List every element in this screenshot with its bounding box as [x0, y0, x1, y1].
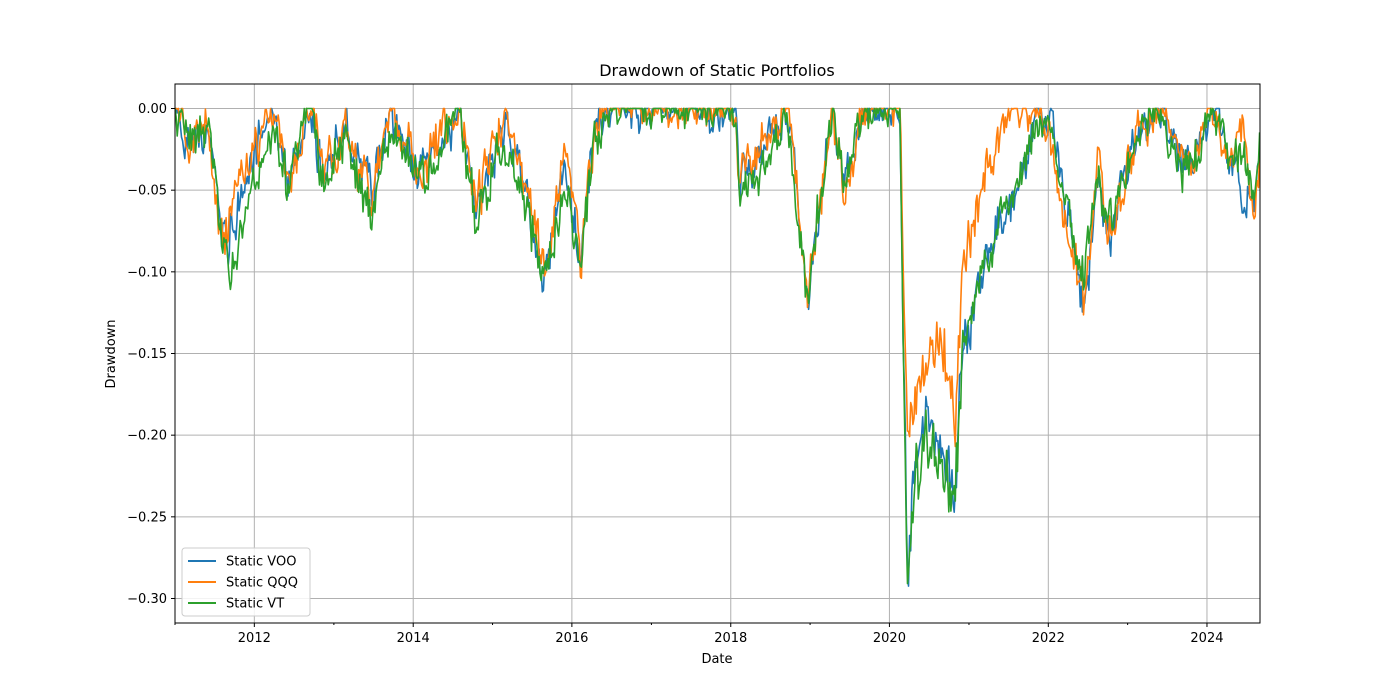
y-axis-ticks: 0.00 −0.05 −0.10 −0.15 −0.20 −0.25 −0.30 — [127, 102, 175, 607]
x-tick-label: 2018 — [714, 631, 747, 646]
series-line-static-qqq — [175, 107, 1260, 448]
y-tick-label: −0.20 — [127, 429, 167, 444]
y-axis-label: Drawdown — [104, 319, 119, 388]
y-tick-label: −0.10 — [127, 265, 167, 280]
x-axis-ticks: 2012 2014 2016 2018 2020 2022 2024 — [174, 623, 1224, 646]
y-tick-label: −0.30 — [127, 592, 167, 607]
y-tick-label: −0.15 — [127, 347, 167, 362]
x-tick-label: 2022 — [1032, 631, 1065, 646]
legend-label: Static VT — [226, 597, 284, 612]
y-tick-label: 0.00 — [138, 102, 167, 117]
series-lines — [175, 107, 1260, 587]
x-tick-label: 2024 — [1190, 631, 1223, 646]
legend-items: Static VOO Static QQQ Static VT — [188, 555, 298, 612]
series-line-static-vt — [175, 107, 1260, 585]
y-tick-label: −0.25 — [127, 510, 167, 525]
x-tick-label: 2020 — [873, 631, 906, 646]
legend: Static VOO Static QQQ Static VT — [181, 547, 311, 617]
y-tick-label: −0.05 — [127, 184, 167, 199]
legend-label: Static QQQ — [226, 576, 298, 591]
legend-label: Static VOO — [226, 555, 296, 570]
plot-area — [175, 107, 1260, 587]
legend-box — [181, 547, 311, 617]
x-tick-label: 2014 — [397, 631, 430, 646]
chart-title: Drawdown of Static Portfolios — [599, 61, 835, 80]
x-axis-label: Date — [701, 652, 732, 667]
x-tick-label: 2016 — [555, 631, 588, 646]
x-tick-label: 2012 — [238, 631, 271, 646]
